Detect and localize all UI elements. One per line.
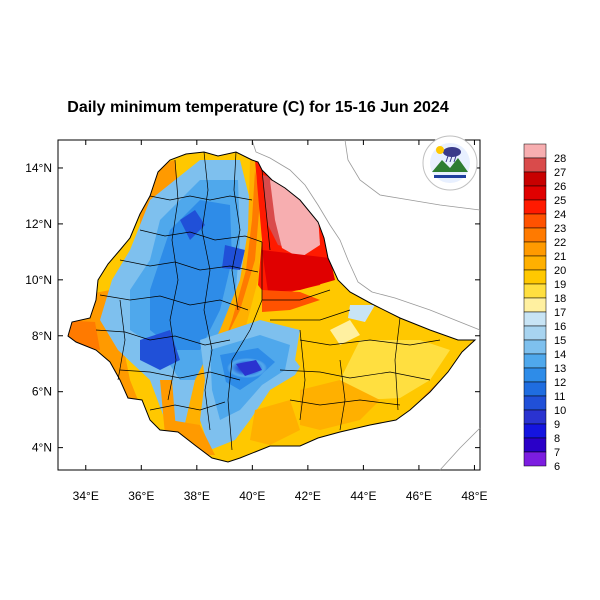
y-tick-label: 8°N [32,329,52,343]
colorbar-label: 20 [554,265,566,277]
x-tick-label: 40°E [239,489,265,503]
colorbar-label: 27 [554,167,566,179]
colorbar-label: 21 [554,251,566,263]
colorbar-swatch [523,297,547,313]
colorbar-swatch [523,353,547,369]
colorbar-swatch [523,409,547,425]
colorbar-swatch [523,255,547,271]
colorbar-swatch [523,437,547,453]
colorbar-label: 26 [554,181,566,193]
colorbar-swatch [523,451,547,467]
colorbar-label: 28 [554,153,566,165]
y-tick-label: 10°N [25,273,52,287]
colorbar-swatch [523,283,547,299]
colorbar-label: 6 [554,461,560,473]
colorbar-label: 24 [554,209,566,221]
colorbar-label: 10 [554,405,566,417]
x-tick-label: 34°E [73,489,99,503]
colorbar-swatch [523,395,547,411]
colorbar-label: 18 [554,293,566,305]
colorbar-swatch [523,185,547,201]
x-tick-label: 38°E [184,489,210,503]
x-tick-label: 46°E [406,489,432,503]
x-axis: 34°E 36°E 38°E 40°E 42°E 44°E 46°E 48°E [73,140,488,503]
admin-boundaries [95,151,441,451]
ethiopia-border [67,151,477,463]
colorbar-label: 7 [554,447,560,459]
colorbar-swatch [523,171,547,187]
colorbar-swatch [523,241,547,257]
neighbor-borders [251,139,481,471]
colorbar-swatch [523,227,547,243]
colorbar-swatch [523,311,547,327]
y-tick-label: 12°N [25,217,52,231]
colorbar-label: 16 [554,321,566,333]
x-tick-label: 48°E [461,489,487,503]
colorbar-label: 11 [554,391,565,403]
x-tick-label: 42°E [295,489,321,503]
colorbar-label: 9 [554,419,560,431]
colorbar-label: 12 [554,377,566,389]
colorbar-swatch [523,157,547,173]
ethiopia-meteorology-institute-logo [422,135,478,191]
colorbar-swatch [523,213,547,229]
colorbar-label: 23 [554,223,566,235]
colorbar-label: 15 [554,335,566,347]
colorbar-label: 17 [554,307,566,319]
x-tick-label: 44°E [350,489,376,503]
colorbar-label: 19 [554,279,566,291]
y-tick-label: 14°N [25,161,52,175]
colorbar: 28 27 26 25 24 23 22 21 20 19 18 17 16 15 14 13 12 11 10 9 8… [523,143,566,473]
x-tick-label: 36°E [128,489,154,503]
colorbar-label: 13 [554,363,566,375]
colorbar-label: 25 [554,195,566,207]
colorbar-swatch [523,199,547,215]
colorbar-label: 8 [554,433,560,445]
colorbar-swatch [523,143,547,159]
colorbar-swatch [523,269,547,285]
y-tick-label: 4°N [32,441,52,455]
colorbar-swatch [523,381,547,397]
colorbar-swatch [523,423,547,439]
y-tick-label: 6°N [32,385,52,399]
y-axis: 14°N 12°N 10°N 8°N 6°N 4°N [25,161,480,455]
colorbar-swatch [523,339,547,355]
colorbar-label: 22 [554,237,566,249]
map-title: Daily minimum temperature (C) for 15-16 … [67,99,449,116]
colorbar-label: 14 [554,349,566,361]
colorbar-swatch [523,367,547,383]
colorbar-swatch [523,325,547,341]
